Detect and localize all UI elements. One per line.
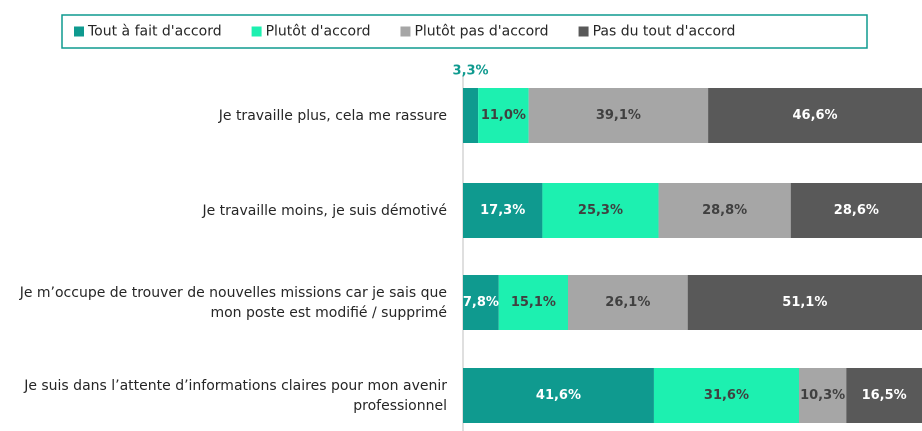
bar-segment (542, 183, 659, 238)
bar-segment (463, 88, 479, 143)
legend-label: Tout à fait d'accord (87, 24, 222, 40)
legend-label: Plutôt pas d'accord (414, 24, 548, 40)
value-label: 17,3% (480, 203, 525, 218)
bar-segment (463, 275, 499, 330)
bar-segment (687, 275, 922, 330)
legend-label: Pas du tout d'accord (593, 24, 736, 40)
category-label: Je travaille plus, cela me rassure (218, 107, 447, 124)
category-label: Je travaille moins, je suis démotivé (202, 202, 447, 219)
legend-label: Plutôt d'accord (266, 24, 371, 40)
legend-swatch (251, 26, 262, 37)
bar-segment (568, 275, 688, 330)
legend-swatch (578, 26, 589, 37)
bar-segment (846, 368, 922, 423)
bar-segment (790, 183, 922, 238)
value-label: 15,1% (511, 295, 556, 310)
category-label: Je m’occupe de trouver de nouvelles miss… (19, 284, 447, 321)
value-label: 3,3% (453, 64, 489, 79)
legend-swatch (74, 26, 84, 37)
value-label: 11,0% (481, 108, 526, 123)
category-label: Je suis dans l’attente d’informations cl… (24, 377, 447, 414)
bar-segment (708, 88, 922, 143)
value-label: 39,1% (596, 108, 641, 123)
value-label: 51,1% (782, 295, 827, 310)
bar-segment (528, 88, 709, 143)
value-label: 16,5% (862, 388, 907, 403)
value-label: 28,8% (702, 203, 747, 218)
bar-segment (498, 275, 569, 330)
bar-segment (798, 368, 847, 423)
bar-segment (463, 183, 543, 238)
legend-swatch (400, 26, 411, 37)
value-label: 41,6% (536, 388, 581, 403)
value-label: 10,3% (800, 388, 845, 403)
value-label: 31,6% (704, 388, 749, 403)
bar-segment (463, 368, 654, 423)
value-label: 25,3% (578, 203, 623, 218)
value-label: 7,8% (463, 295, 499, 310)
value-label: 28,6% (834, 203, 879, 218)
legend-box (61, 14, 868, 49)
bar-segment (658, 183, 791, 238)
value-label: 46,6% (792, 108, 837, 123)
bar-segment (653, 368, 799, 423)
value-label: 26,1% (605, 295, 650, 310)
bar-segment (478, 88, 529, 143)
